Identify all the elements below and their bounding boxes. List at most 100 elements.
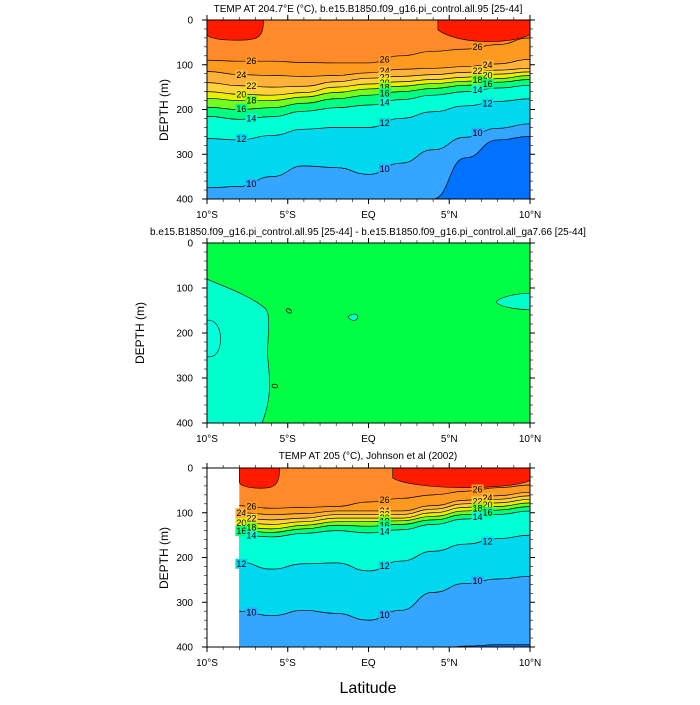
contour-label-bg <box>481 78 494 89</box>
isotherm-line <box>453 644 530 647</box>
panel-difference: b.e15.B1850.f09_g16.pi_control.all.95 [2… <box>133 227 586 445</box>
contour-label-bg <box>481 536 494 547</box>
contour-label: 10 <box>246 179 256 189</box>
y-tick-label: 400 <box>176 195 193 206</box>
contour-label: 12 <box>483 99 493 109</box>
contour-label: 12 <box>236 559 246 569</box>
y-tick-label: 400 <box>176 643 193 654</box>
contour-label-bg <box>378 72 391 83</box>
contour-label-bg <box>235 558 248 569</box>
panel3-title: TEMP AT 205 (°C), Johnson et al (2002) <box>279 451 458 462</box>
x-tick-label: 10°N <box>519 434 541 445</box>
contour-label-bg <box>235 69 248 80</box>
x-tick-label: 5°S <box>280 658 297 669</box>
panel2-small-patch <box>347 313 359 321</box>
contour-label: 10 <box>473 128 483 138</box>
contour-label-bg <box>245 501 258 512</box>
y-tick-label: 0 <box>187 239 193 250</box>
contour-label: 10 <box>380 610 390 620</box>
contour-label: 22 <box>246 514 256 524</box>
contour-label-bg <box>481 500 494 511</box>
panel2-inner-region-south <box>207 319 221 358</box>
contour-label: 26 <box>246 501 256 511</box>
y-tick-label: 100 <box>176 284 193 295</box>
panel1-contour-labels: 2626262424242222222020201818181616161414… <box>235 41 494 190</box>
contour-label-bg <box>378 561 391 572</box>
panel2-contour-label: 0 <box>283 306 294 315</box>
contour-label: 18 <box>473 75 483 85</box>
contour-label: 26 <box>380 54 390 64</box>
contour-label: 26 <box>473 484 483 494</box>
contour-label: 26 <box>473 42 483 52</box>
contour-label: 10 <box>380 164 390 174</box>
contour-label-bg <box>245 513 258 524</box>
isotherm-line <box>207 59 530 77</box>
x-tick-label: 5°N <box>441 434 458 445</box>
x-tick-label: 5°N <box>441 658 458 669</box>
contour-label-bg <box>378 66 391 77</box>
contour-label-bg <box>378 163 391 174</box>
contour-label-bg <box>481 492 494 503</box>
contour-label: 22 <box>473 66 483 76</box>
contour-label: 26 <box>380 495 390 505</box>
contour-label-bg <box>378 97 391 108</box>
contour-label: 22 <box>380 72 390 82</box>
warm-pool-patch <box>239 468 280 489</box>
contour-label-bg <box>378 495 391 506</box>
contour-label-bg <box>245 530 258 541</box>
isotherm-line <box>430 136 530 199</box>
contour-label-bg <box>235 89 248 100</box>
contour-label-bg <box>245 113 258 124</box>
contour-label-bg <box>245 522 258 533</box>
contour-label: 24 <box>380 66 390 76</box>
panel2-filled-contours <box>207 243 530 423</box>
contour-label: 20 <box>483 500 493 510</box>
contour-label: 14 <box>473 512 483 522</box>
contour-label-bg <box>235 133 248 144</box>
panel2-ylabel: DEPTH (m) <box>133 302 147 364</box>
contour-label-bg <box>378 88 391 99</box>
contour-label-bg <box>235 526 248 537</box>
panel1-axes: 10°S 5°S EQ 5°N 10°N 0 100 200 300 400 <box>176 15 541 221</box>
x-tick-label: EQ <box>361 434 376 445</box>
contour-label-bg <box>481 70 494 81</box>
contour-label: 20 <box>236 90 246 100</box>
x-tick-label: 10°S <box>196 210 218 221</box>
contour-label-bg <box>245 607 258 618</box>
y-tick-label: 300 <box>176 150 193 161</box>
contour-label: 16 <box>236 526 246 536</box>
panel-model-temperature: TEMP AT 204.7°E (°C), b.e15.B1850.f09_g1… <box>157 4 541 221</box>
contour-label: 24 <box>236 70 246 80</box>
panel3-contour-labels: 2626262424242222222020201818181616161414… <box>235 484 494 621</box>
contour-label: 22 <box>246 81 256 91</box>
y-tick-label: 300 <box>176 374 193 385</box>
contour-label-bg <box>471 74 484 85</box>
contour-label: 24 <box>236 508 246 518</box>
contour-label-bg <box>245 56 258 67</box>
panel3-ylabel: DEPTH (m) <box>157 527 171 589</box>
contour-label: 18 <box>380 83 390 93</box>
contour-label: 24 <box>483 60 493 70</box>
contour-label-bg <box>235 518 248 529</box>
panel2-contour-label: 0 <box>270 383 281 390</box>
contour-label-bg <box>471 511 484 522</box>
contour-label: 12 <box>380 561 390 571</box>
y-tick-label: 0 <box>187 464 193 475</box>
panel2-axes: 10°S 5°S EQ 5°N 10°N 0 100 200 300 400 <box>176 238 541 445</box>
contour-label-bg <box>245 81 258 92</box>
y-tick-label: 400 <box>176 419 193 430</box>
contour-label-bg <box>245 179 258 190</box>
contour-label: 12 <box>236 134 246 144</box>
panel-observed-temperature: TEMP AT 205 (°C), Johnson et al (2002) 2… <box>157 451 541 669</box>
x-tick-label: 10°N <box>519 658 541 669</box>
x-tick-label: 10°S <box>196 658 218 669</box>
contour-label: 10 <box>246 607 256 617</box>
x-tick-label: 5°S <box>280 434 297 445</box>
contour-label: 14 <box>246 531 256 541</box>
panel2-positive-region-south <box>207 278 270 423</box>
x-tick-label: 5°N <box>441 210 458 221</box>
contour-label: 14 <box>246 114 256 124</box>
isotherm-band <box>239 576 530 647</box>
panel1-ylabel: DEPTH (m) <box>157 79 171 141</box>
